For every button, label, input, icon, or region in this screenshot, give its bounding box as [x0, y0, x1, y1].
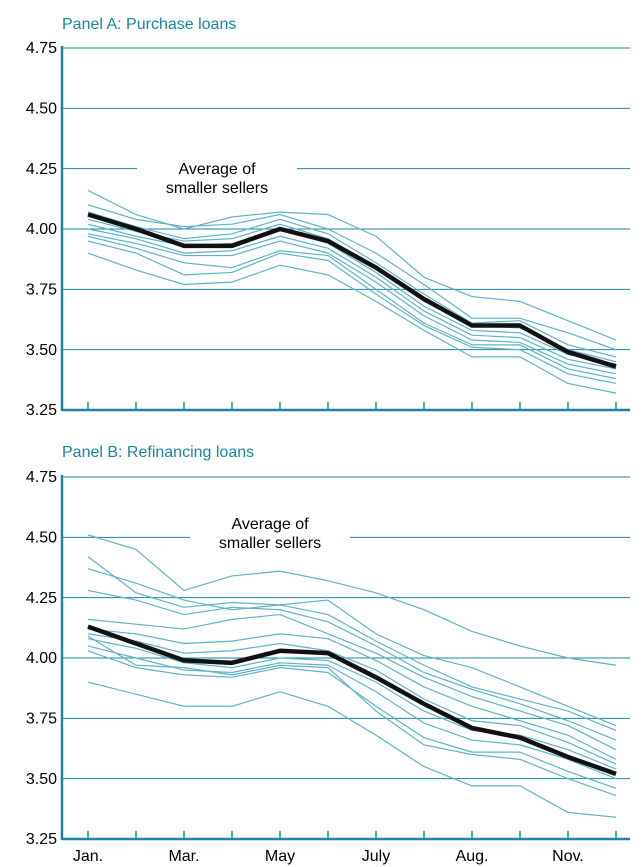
y-tick-label: 4.50 [26, 530, 57, 547]
panel-title: Panel A: Purchase loans [62, 16, 236, 33]
y-tick-label: 3.25 [26, 831, 57, 848]
seller-line [87, 556, 617, 727]
x-tick-label: May [265, 848, 295, 865]
seller-line [87, 628, 617, 760]
x-tick-label: Mar. [168, 848, 199, 865]
y-tick-label: 3.75 [26, 711, 57, 728]
seller-line [87, 635, 617, 797]
seller-line [87, 613, 617, 751]
x-tick-label: Jan. [73, 848, 103, 865]
y-tick-label: 4.50 [26, 101, 57, 118]
seller-line [87, 568, 617, 731]
annotation: Average of [231, 516, 309, 533]
seller-line [87, 189, 617, 341]
seller-line [87, 228, 617, 370]
y-tick-label: 3.25 [26, 402, 57, 419]
seller-line [87, 240, 617, 385]
seller-line [87, 235, 617, 380]
seller-line [87, 633, 617, 765]
y-tick-label: 4.75 [26, 469, 57, 486]
average-line [87, 624, 617, 776]
panel-title: Panel B: Refinancing loans [62, 444, 254, 461]
x-tick-label: Aug. [456, 848, 489, 865]
seller-line [87, 204, 617, 351]
seller-line [87, 681, 617, 818]
annotation: Average of [178, 161, 256, 178]
seller-line [87, 252, 617, 394]
x-tick-label: Nov. [552, 848, 584, 865]
seller-line [87, 589, 617, 741]
y-tick-label: 4.25 [26, 161, 57, 178]
x-tick-label: July [362, 848, 390, 865]
annotation: smaller sellers [219, 535, 321, 552]
y-tick-label: 4.00 [26, 650, 57, 667]
annotation-bg [137, 158, 297, 196]
y-tick-label: 4.00 [26, 221, 57, 238]
y-tick-label: 4.75 [26, 40, 57, 57]
annotation-bg [190, 513, 350, 551]
seller-line [87, 211, 617, 358]
seller-line [87, 233, 617, 375]
y-tick-label: 3.75 [26, 282, 57, 299]
average-line [87, 212, 617, 369]
seller-line [87, 645, 617, 780]
y-tick-label: 3.50 [26, 342, 57, 359]
seller-line [87, 638, 617, 770]
annotation: smaller sellers [166, 180, 268, 197]
seller-line [87, 534, 617, 666]
y-tick-label: 3.50 [26, 771, 57, 788]
y-tick-label: 4.25 [26, 590, 57, 607]
seller-line [87, 223, 617, 365]
